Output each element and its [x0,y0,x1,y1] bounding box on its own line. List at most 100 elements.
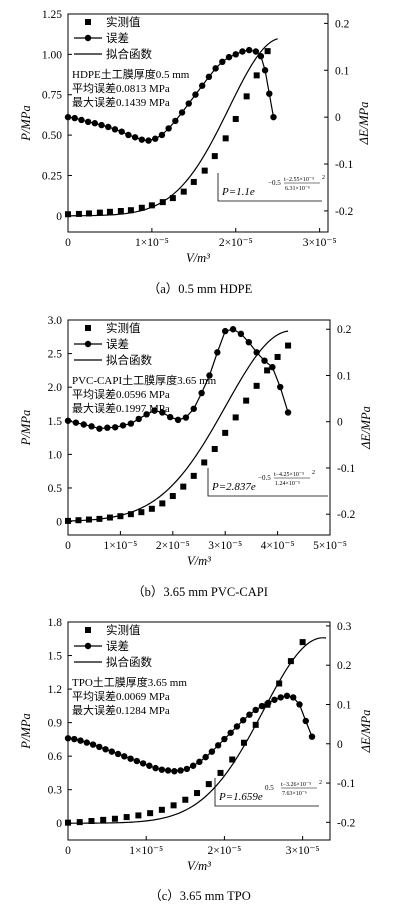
measured-point [253,382,260,389]
measured-point [169,493,176,500]
formula-power: 2 [319,780,322,786]
y2-tick-label: 0 [337,739,343,751]
measured-point [222,429,229,436]
measured-point [211,446,218,452]
formula-denominator: 6.31×10⁻⁶ [285,186,310,192]
y-tick-label: 0.3 [48,785,63,797]
error-point [302,717,309,725]
formula-exponent: −0.5 [268,179,281,187]
error-point [229,326,237,333]
y2-tick-label: 0.1 [337,699,352,711]
y2-tick-label: -0.2 [337,509,355,521]
x-tick-label: 0 [65,237,71,249]
error-point [145,137,152,144]
y2-tick-label: -0.2 [335,206,353,218]
chart-panel-1: 0 0.25 0.50 0.75 1.00 1.25 0.2 0.1 0 -0.1 -0.2 0 1×1… [19,9,371,296]
x-tick-label: 2×10⁻⁵ [156,540,190,552]
measured-point [65,211,71,218]
y2-tick-label: -0.1 [335,159,353,171]
formula-numerator: t−3.26×10⁻⁵ [281,782,311,788]
error-point [206,372,213,379]
legend-fit-label: 拟合函数 [106,47,152,61]
error-point [118,128,125,135]
error-point [158,766,166,773]
error-point [77,737,84,744]
y-tick-label: 0.6 [48,751,63,763]
legend-error-marker [84,34,92,42]
formula-bracket [214,778,319,807]
error-point [252,48,260,55]
error-point [143,411,150,418]
y-tick-label: 0 [56,211,62,223]
measured-point [117,208,124,215]
measured-point [169,195,176,202]
error-point [183,765,191,773]
x-tick-label: 2×10⁻⁵ [208,845,242,857]
measured-point [159,199,166,206]
error-point [164,767,172,774]
measured-point [232,115,239,122]
error-point [72,419,80,426]
annotation-line: PVC-CAPI土工膜厚度3.65 mm [72,373,217,387]
x-tick-label: 0 [65,845,71,857]
measured-point [85,516,92,523]
measured-point [190,178,197,185]
error-point [198,389,205,397]
error-point [146,762,153,769]
error-point [111,126,119,133]
y2-tick-label: 0.2 [337,660,352,672]
annotation-line: 平均误差0.0813 MPa [72,81,170,95]
y-axis-label: P/MPa [19,410,33,446]
measured-point [274,353,281,360]
measured-point [127,511,134,518]
error-point [127,420,135,427]
y-tick-label: 0 [56,818,62,830]
x-axis-label: V/m³ [186,251,210,265]
error-point [105,123,112,131]
x-axis-label: V/m³ [187,554,211,568]
plot-frame [67,621,331,841]
error-point [190,405,197,412]
y2-tick-label: -0.2 [337,817,355,829]
error-point [252,706,259,714]
annotation-line: 最大误差0.1997 MPa [72,401,170,415]
error-point [133,757,141,765]
formula-numerator: t−4.25×10⁻⁵ [274,472,304,478]
measured-point [253,72,260,79]
measured-point [299,639,306,646]
measured-point [123,814,130,821]
y-tick-label: 1.00 [42,49,62,61]
error-point [131,134,139,141]
measured-point [96,515,103,522]
measured-point [182,796,189,803]
error-point [214,349,221,356]
legend-error-marker [84,340,92,348]
measured-point [76,819,83,826]
error-point [98,121,105,129]
error-point [245,46,253,54]
error-point [88,423,95,430]
error-point [239,48,246,55]
error-point [283,692,291,700]
measured-point [138,509,145,516]
error-point [212,65,219,72]
error-point [138,136,146,143]
error-point [253,349,260,356]
y-tick-label: 0.5 [48,483,63,495]
error-point [196,758,203,766]
error-point [257,52,265,60]
panel-caption: （b）3.65 mm PVC-CAPI [132,585,268,599]
formula-numerator: t−2.55×10⁻⁵ [284,177,314,183]
y-tick-label: 2.0 [48,382,63,394]
y2-tick-label: 0 [337,417,343,429]
error-point [119,422,127,429]
y-tick-label: 1.0 [48,449,63,461]
error-series-line [67,695,313,772]
error-point [185,100,192,107]
error-point [91,120,99,127]
formula-text: P=1.659e [218,791,263,803]
measured-point [285,342,292,349]
y-axis-label: P/MPa [19,713,33,749]
fit-curve-line [67,38,278,217]
